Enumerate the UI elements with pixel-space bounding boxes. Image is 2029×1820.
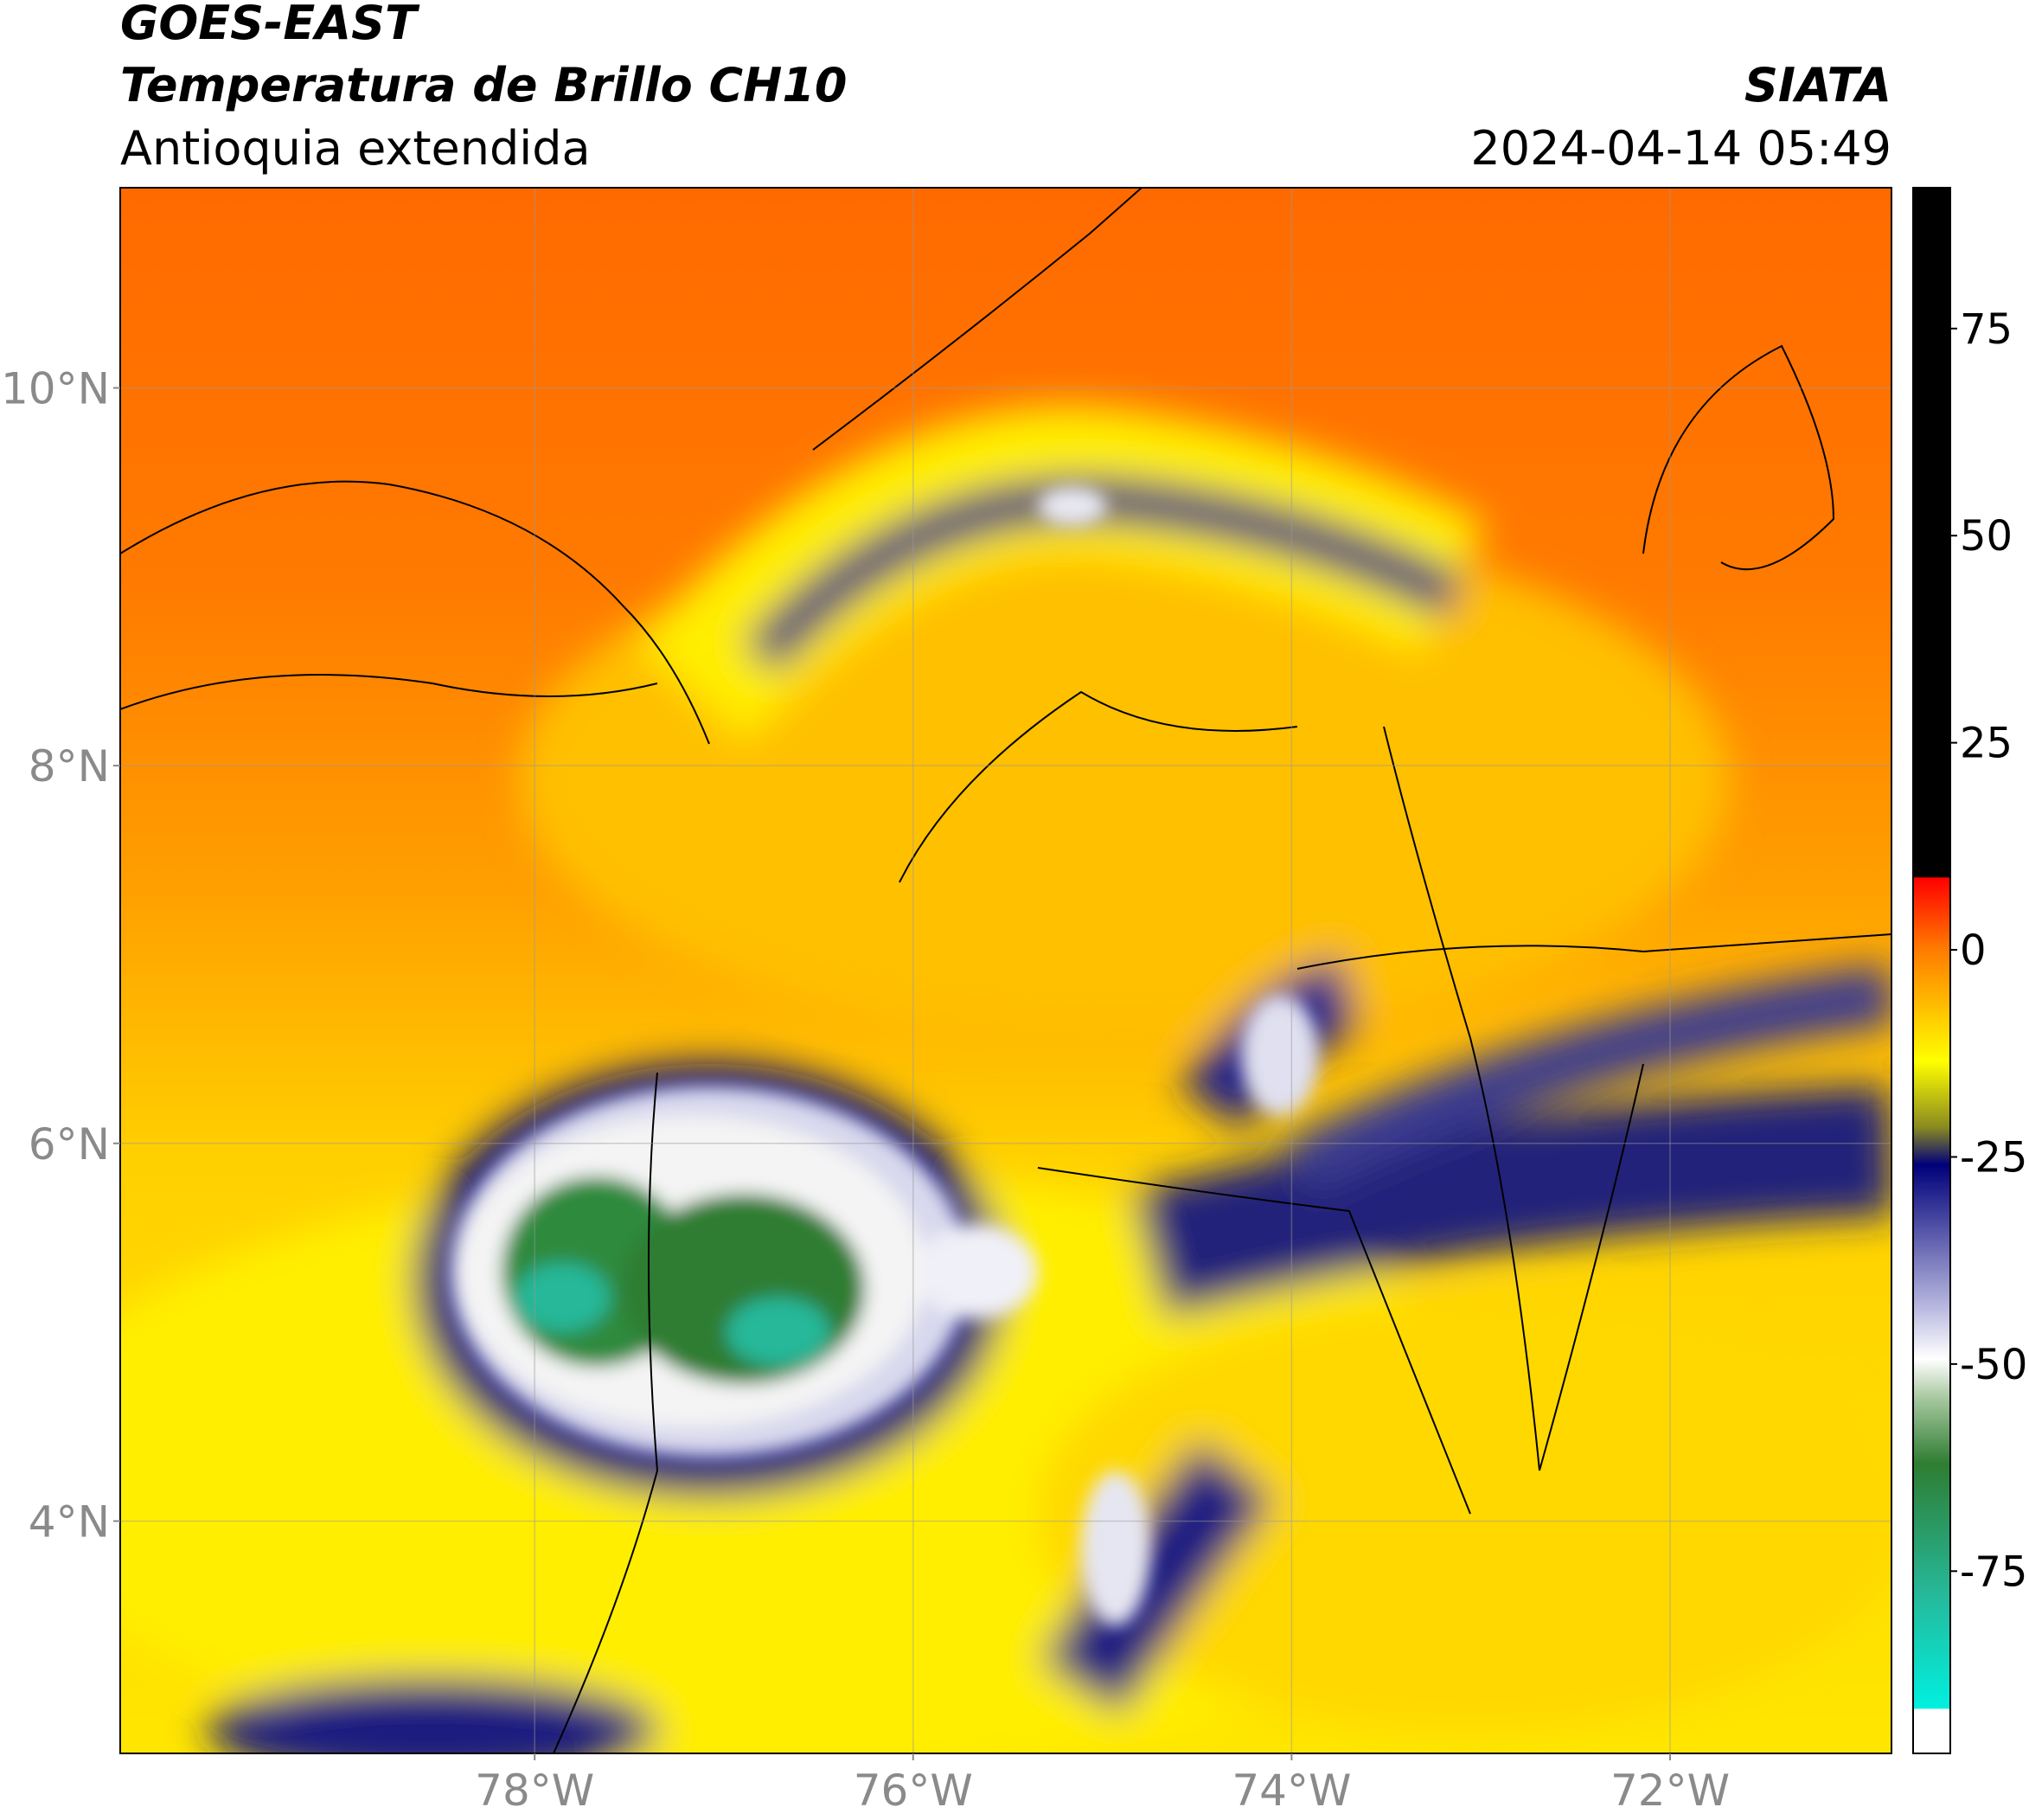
datetime: 2024-04-14 05:49	[1470, 121, 1891, 176]
map-frame	[119, 187, 1892, 1754]
colorbar	[1912, 187, 1951, 1754]
y-tick-label: 6°N	[29, 1119, 110, 1170]
colorbar-tick-label: 0	[1960, 926, 1987, 975]
colorbar-tick-label: -25	[1960, 1133, 2027, 1182]
y-tick-label: 10°N	[1, 363, 110, 413]
satellite-imagery	[120, 188, 1891, 1753]
colorbar-tick-label: 25	[1960, 720, 2013, 768]
coastlines	[120, 188, 1891, 1753]
x-tick-label: 78°W	[475, 1766, 594, 1816]
subtitle: Temperatura de Brillo CH10	[120, 58, 848, 112]
title: GOES-EAST	[120, 0, 420, 50]
colorbar-tick-label: 50	[1960, 512, 2013, 561]
x-tick-label: 74°W	[1232, 1766, 1351, 1816]
source: SIATA	[1744, 58, 1891, 112]
colorbar-tick-label: -75	[1960, 1548, 2027, 1596]
x-tick-label: 76°W	[854, 1766, 973, 1816]
colorbar-tick-label: -50	[1960, 1341, 2027, 1389]
colorbar-tick-label: 75	[1960, 305, 2013, 354]
region: Antioquia extendida	[120, 121, 591, 176]
y-tick-label: 4°N	[29, 1496, 110, 1547]
y-tick-label: 8°N	[29, 741, 110, 791]
x-tick-label: 72°W	[1610, 1766, 1730, 1816]
